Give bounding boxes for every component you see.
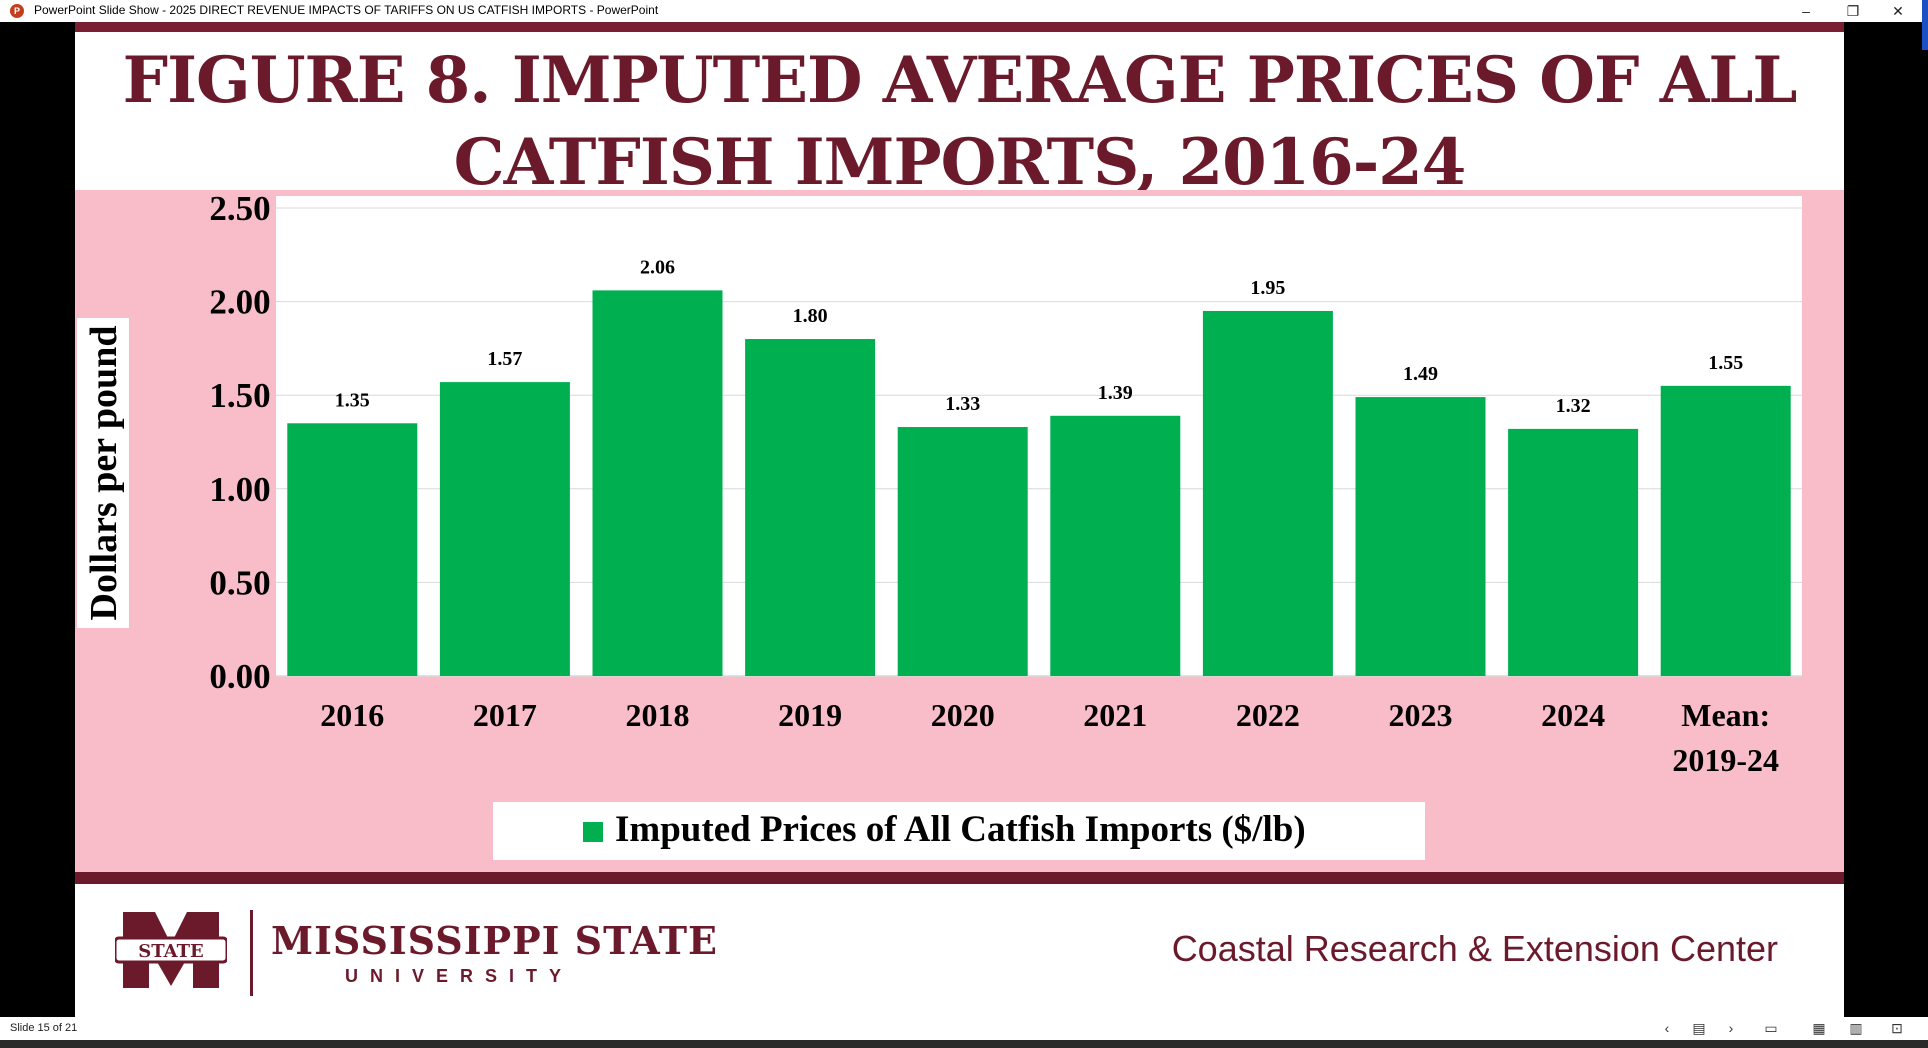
slide[interactable]: FIGURE 8. IMPUTED AVERAGE PRICES OF ALL …: [75, 22, 1844, 1017]
x-tick-label: 2021: [1083, 697, 1147, 733]
bar[interactable]: [287, 423, 418, 676]
bar[interactable]: [745, 339, 876, 676]
legend-label: Imputed Prices of All Catfish Imports ($…: [615, 809, 1306, 850]
x-tick-label: 2019: [778, 697, 842, 733]
scroll-edge: [1922, 0, 1928, 50]
slide-footer: STATE MISSISSIPPI STATE UNIVERSITY Coast…: [75, 884, 1844, 1017]
top-rule: [75, 22, 1844, 32]
y-tick-label: 1.50: [209, 376, 270, 415]
y-tick-label: 2.00: [209, 283, 270, 322]
y-axis-label-box: [77, 318, 129, 628]
bar[interactable]: [897, 427, 1028, 676]
slide-title-line-2: CATFISH IMPORTS, 2016-24: [453, 125, 1467, 200]
data-label: 1.55: [1708, 352, 1743, 374]
bar[interactable]: [1355, 397, 1486, 676]
slide-title: FIGURE 8. IMPUTED AVERAGE PRICES OF ALL …: [75, 40, 1844, 204]
x-tick-label: Mean: 2019-24: [1672, 697, 1779, 778]
bar[interactable]: [1050, 415, 1181, 676]
next-icon[interactable]: ›: [1728, 1020, 1734, 1036]
bottom-rule: [75, 872, 1844, 884]
data-label: 1.49: [1403, 363, 1438, 385]
slide-counter: Slide 15 of 21: [10, 1022, 78, 1034]
minimize-button[interactable]: –: [1802, 3, 1810, 19]
msu-logo-icon: STATE: [115, 912, 227, 988]
data-label: 1.32: [1556, 395, 1591, 417]
y-tick-label: 1.00: [209, 470, 270, 509]
slide-sorter-icon[interactable]: ▦: [1812, 1020, 1826, 1036]
x-tick-label: 2018: [626, 697, 690, 733]
title-bar: P PowerPoint Slide Show - 2025 DIRECT RE…: [0, 0, 1928, 22]
powerpoint-icon: P: [10, 4, 24, 18]
data-label: 1.39: [1098, 382, 1133, 404]
data-label: 2.06: [640, 256, 675, 278]
reading-view-icon[interactable]: ▥: [1849, 1020, 1863, 1036]
chart-panel: 1.35 1.57 2.06 1.80 1.33 1.39 1.95 1.49 1.32 1.55…: [75, 190, 1844, 872]
bar-chart: 1.35 1.57 2.06 1.80 1.33 1.39 1.95 1.49 1.32 1.55…: [77, 190, 1802, 778]
status-bar: Slide 15 of 21 ‹ ▤ › ▭ ▦ ▥ ⊡: [0, 1017, 1928, 1040]
data-label: 1.33: [945, 393, 980, 415]
chart-legend: Imputed Prices of All Catfish Imports ($…: [493, 802, 1425, 860]
x-tick-label: 2020: [931, 697, 995, 733]
restore-button[interactable]: ❐: [1846, 3, 1860, 19]
data-label: 1.95: [1250, 277, 1285, 299]
close-button[interactable]: ✕: [1892, 3, 1904, 19]
y-tick-label: 0.50: [209, 563, 270, 602]
bar[interactable]: [439, 382, 570, 676]
x-tick-label: 2022: [1236, 697, 1300, 733]
menu-icon[interactable]: ▤: [1692, 1020, 1706, 1036]
previous-icon[interactable]: ‹: [1664, 1020, 1670, 1036]
bar[interactable]: [1202, 310, 1333, 676]
y-axis-label: Dollars per pound: [83, 326, 125, 621]
data-label: 1.80: [793, 305, 828, 327]
data-label: 1.57: [487, 348, 522, 370]
taskbar-strip: [0, 1040, 1928, 1048]
bar[interactable]: [1660, 385, 1791, 676]
y-tick-label: 2.50: [209, 190, 270, 228]
window-title: PowerPoint Slide Show - 2025 DIRECT REVE…: [34, 3, 659, 17]
logo-divider: [250, 910, 253, 996]
x-tick-label: 2017: [473, 697, 537, 733]
normal-view-icon[interactable]: ▭: [1764, 1020, 1778, 1036]
bar[interactable]: [1508, 428, 1639, 676]
university-subtitle: UNIVERSITY: [345, 966, 574, 986]
slide-title-line-1: FIGURE 8. IMPUTED AVERAGE PRICES OF ALL: [122, 43, 1798, 118]
y-tick-label: 0.00: [209, 657, 270, 696]
logo-text: STATE: [138, 941, 204, 962]
bar[interactable]: [592, 290, 723, 676]
center-name: Coastal Research & Extension Center: [1171, 928, 1778, 969]
slideshow-icon[interactable]: ⊡: [1891, 1020, 1903, 1036]
x-tick-label: 2016: [320, 697, 384, 733]
university-name: MISSISSIPPI STATE: [271, 918, 718, 963]
x-tick-label: 2023: [1389, 697, 1453, 733]
data-label: 1.35: [335, 389, 370, 411]
x-tick-label: 2024: [1541, 697, 1605, 733]
legend-swatch: [583, 822, 603, 842]
